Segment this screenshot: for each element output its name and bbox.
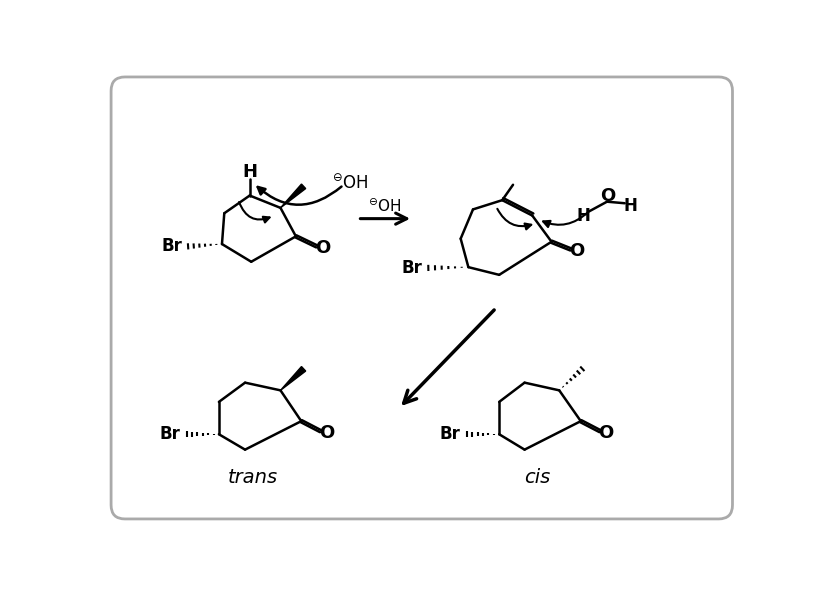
FancyArrowPatch shape bbox=[543, 212, 588, 227]
Text: trans: trans bbox=[228, 468, 278, 487]
Polygon shape bbox=[281, 184, 305, 208]
FancyArrowPatch shape bbox=[258, 186, 342, 205]
FancyArrowPatch shape bbox=[239, 202, 270, 222]
Text: Br: Br bbox=[402, 259, 422, 277]
Text: H: H bbox=[242, 163, 258, 182]
Text: cis: cis bbox=[524, 468, 551, 487]
Text: O: O bbox=[315, 239, 331, 257]
Text: Br: Br bbox=[439, 425, 461, 443]
Text: O: O bbox=[598, 424, 614, 442]
Text: $^{\ominus}$OH: $^{\ominus}$OH bbox=[332, 175, 368, 194]
Text: $^{\ominus}$OH: $^{\ominus}$OH bbox=[369, 198, 402, 215]
FancyBboxPatch shape bbox=[111, 77, 732, 519]
Polygon shape bbox=[281, 366, 305, 391]
Text: O: O bbox=[319, 424, 334, 442]
Text: H: H bbox=[577, 207, 591, 225]
Text: Br: Br bbox=[161, 237, 182, 255]
FancyArrowPatch shape bbox=[497, 209, 532, 230]
Text: H: H bbox=[624, 197, 638, 215]
Text: Br: Br bbox=[160, 425, 180, 443]
Text: O: O bbox=[570, 242, 584, 260]
Text: O: O bbox=[600, 186, 616, 205]
